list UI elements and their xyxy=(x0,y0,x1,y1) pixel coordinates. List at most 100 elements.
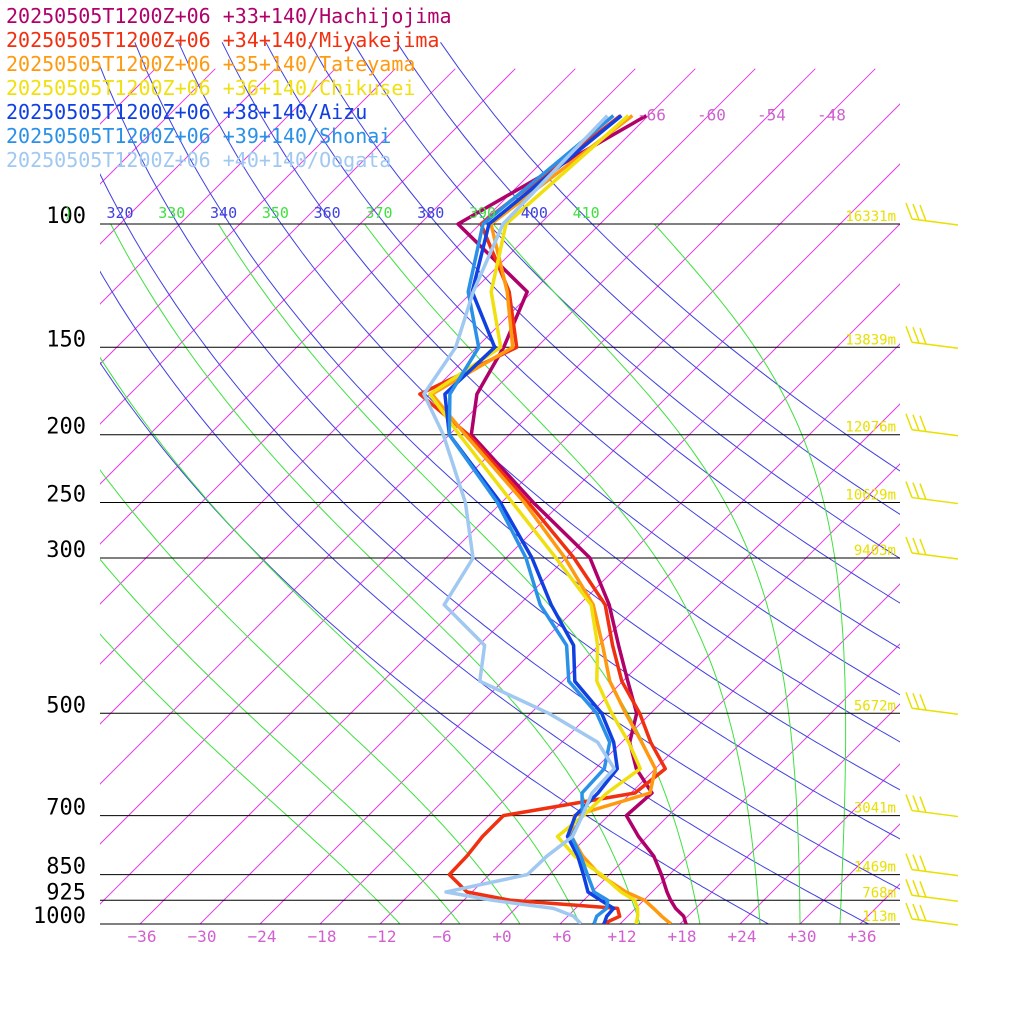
wind-barb-flag xyxy=(906,795,912,811)
height-label: 768m xyxy=(862,885,896,901)
legend-entry: 20250505T1200Z+06 +39+140/Shonai xyxy=(6,124,452,148)
wind-barb-icon xyxy=(906,879,958,901)
temperature-tick-label: +12 xyxy=(608,927,637,946)
theta-label: 320 xyxy=(106,204,133,222)
wind-barb-flag xyxy=(913,415,919,431)
isotherm-line xyxy=(0,69,635,924)
wind-barb-flag xyxy=(906,537,912,553)
wind-barb-flag xyxy=(920,694,926,710)
dry-adiabat-line xyxy=(266,42,1024,924)
pressure-tick-label: 300 xyxy=(46,538,86,563)
temperature-tick-label: +24 xyxy=(728,927,757,946)
isotherm-line xyxy=(0,69,275,924)
wind-barb-icon xyxy=(906,482,958,504)
wind-barb-icon xyxy=(906,537,958,559)
wind-barb-flag xyxy=(920,797,926,813)
isotherm-line xyxy=(500,69,1024,924)
legend-entry: 20250505T1200Z+06 +33+140/Hachijojima xyxy=(6,4,452,28)
isotherm-line xyxy=(0,69,575,924)
moist-adiabat-line xyxy=(365,224,761,924)
theta-label: 380 xyxy=(417,204,444,222)
wind-barb-flag xyxy=(920,205,926,221)
moist-adiabat-grid xyxy=(0,224,846,924)
isotherm-line xyxy=(0,69,215,924)
height-label: 13839m xyxy=(845,332,896,348)
theta-label: ) xyxy=(64,204,73,222)
wind-barb-icon xyxy=(906,692,958,714)
dry-adiabat-line xyxy=(441,42,1024,924)
temperature-tick-label: −36 xyxy=(128,927,157,946)
dry-adiabat-line xyxy=(310,42,1024,924)
isotherm-line xyxy=(920,69,1024,924)
height-label: 113m xyxy=(862,909,896,925)
theta-label: 390 xyxy=(469,204,496,222)
legend-entry: 20250505T1200Z+06 +38+140/Aizu xyxy=(6,100,452,124)
isotherm-line xyxy=(380,69,1024,924)
isotherm-line xyxy=(560,69,1024,924)
wind-barb-flag xyxy=(913,796,919,812)
wind-barb-flag xyxy=(920,484,926,500)
wind-barbs xyxy=(906,203,958,925)
pressure-tick-label: 700 xyxy=(46,796,86,821)
temperature-tick-label: +36 xyxy=(848,927,877,946)
pressure-tick-label: 250 xyxy=(46,483,86,508)
wind-barb-flag xyxy=(906,482,912,498)
wind-barb-flag xyxy=(920,416,926,432)
theta-label: 400 xyxy=(521,204,548,222)
wind-barb-flag xyxy=(913,904,919,920)
height-label: 3041m xyxy=(854,801,896,817)
theta-label: 360 xyxy=(314,204,341,222)
wind-barb-flag xyxy=(920,539,926,555)
pressure-tick-label: 850 xyxy=(46,855,86,880)
wind-barb-flag xyxy=(920,328,926,344)
wind-barb-flag xyxy=(913,693,919,709)
temperature-tick-label: −12 xyxy=(368,927,397,946)
pressure-tick-label: 925 xyxy=(46,880,86,905)
legend-entry: 20250505T1200Z+06 +40+140/Oogata xyxy=(6,148,452,172)
wind-barb-icon xyxy=(906,854,958,876)
wind-barb-flag xyxy=(913,204,919,220)
wind-barb-flag xyxy=(906,414,912,430)
wind-barb-icon xyxy=(906,203,958,225)
dry-adiabat-line xyxy=(179,42,1024,924)
dry-adiabat-line xyxy=(4,42,869,924)
wind-barb-icon xyxy=(906,903,958,925)
theta-label: 370 xyxy=(365,204,392,222)
isotherm-line xyxy=(0,69,35,924)
theta-label: 330 xyxy=(158,204,185,222)
legend-entry: 20250505T1200Z+06 +35+140/Tateyama xyxy=(6,52,452,76)
height-label: 9403m xyxy=(854,543,896,559)
pressure-tick-label: 200 xyxy=(46,415,86,440)
wind-barb-flag xyxy=(913,483,919,499)
wind-barb-icon xyxy=(906,795,958,817)
temperature-tick-label: −6 xyxy=(432,927,451,946)
dry-adiabat-line xyxy=(397,42,1024,924)
legend-entry: 20250505T1200Z+06 +34+140/Miyakejima xyxy=(6,28,452,52)
wind-barb-flag xyxy=(913,538,919,554)
isotherm-label: -60 xyxy=(697,106,726,125)
wind-barb-flag xyxy=(913,327,919,343)
wind-barb-flag xyxy=(920,905,926,921)
wind-barb-flag xyxy=(920,856,926,872)
wind-barb-flag xyxy=(913,880,919,896)
wind-barb-flag xyxy=(906,692,912,708)
temperature-tick-label: +0 xyxy=(492,927,511,946)
wind-barb-flag xyxy=(906,854,912,870)
height-label: 5672m xyxy=(854,698,896,714)
theta-label: 350 xyxy=(262,204,289,222)
isotherm-line xyxy=(0,69,815,924)
legend-entry: 20250505T1200Z+06 +36+140/Chikusei xyxy=(6,76,452,100)
height-label: 10629m xyxy=(845,488,896,504)
wind-barb-flag xyxy=(913,855,919,871)
wind-barb-flag xyxy=(920,881,926,897)
temperature-tick-label: +6 xyxy=(552,927,571,946)
wind-barb-flag xyxy=(906,903,912,919)
height-label: 1469m xyxy=(854,860,896,876)
temperature-tick-label: +30 xyxy=(788,927,817,946)
temperature-tick-label: −24 xyxy=(248,927,277,946)
pressure-tick-label: 500 xyxy=(46,693,86,718)
wind-barb-flag xyxy=(906,326,912,342)
wind-barb-flag xyxy=(906,879,912,895)
